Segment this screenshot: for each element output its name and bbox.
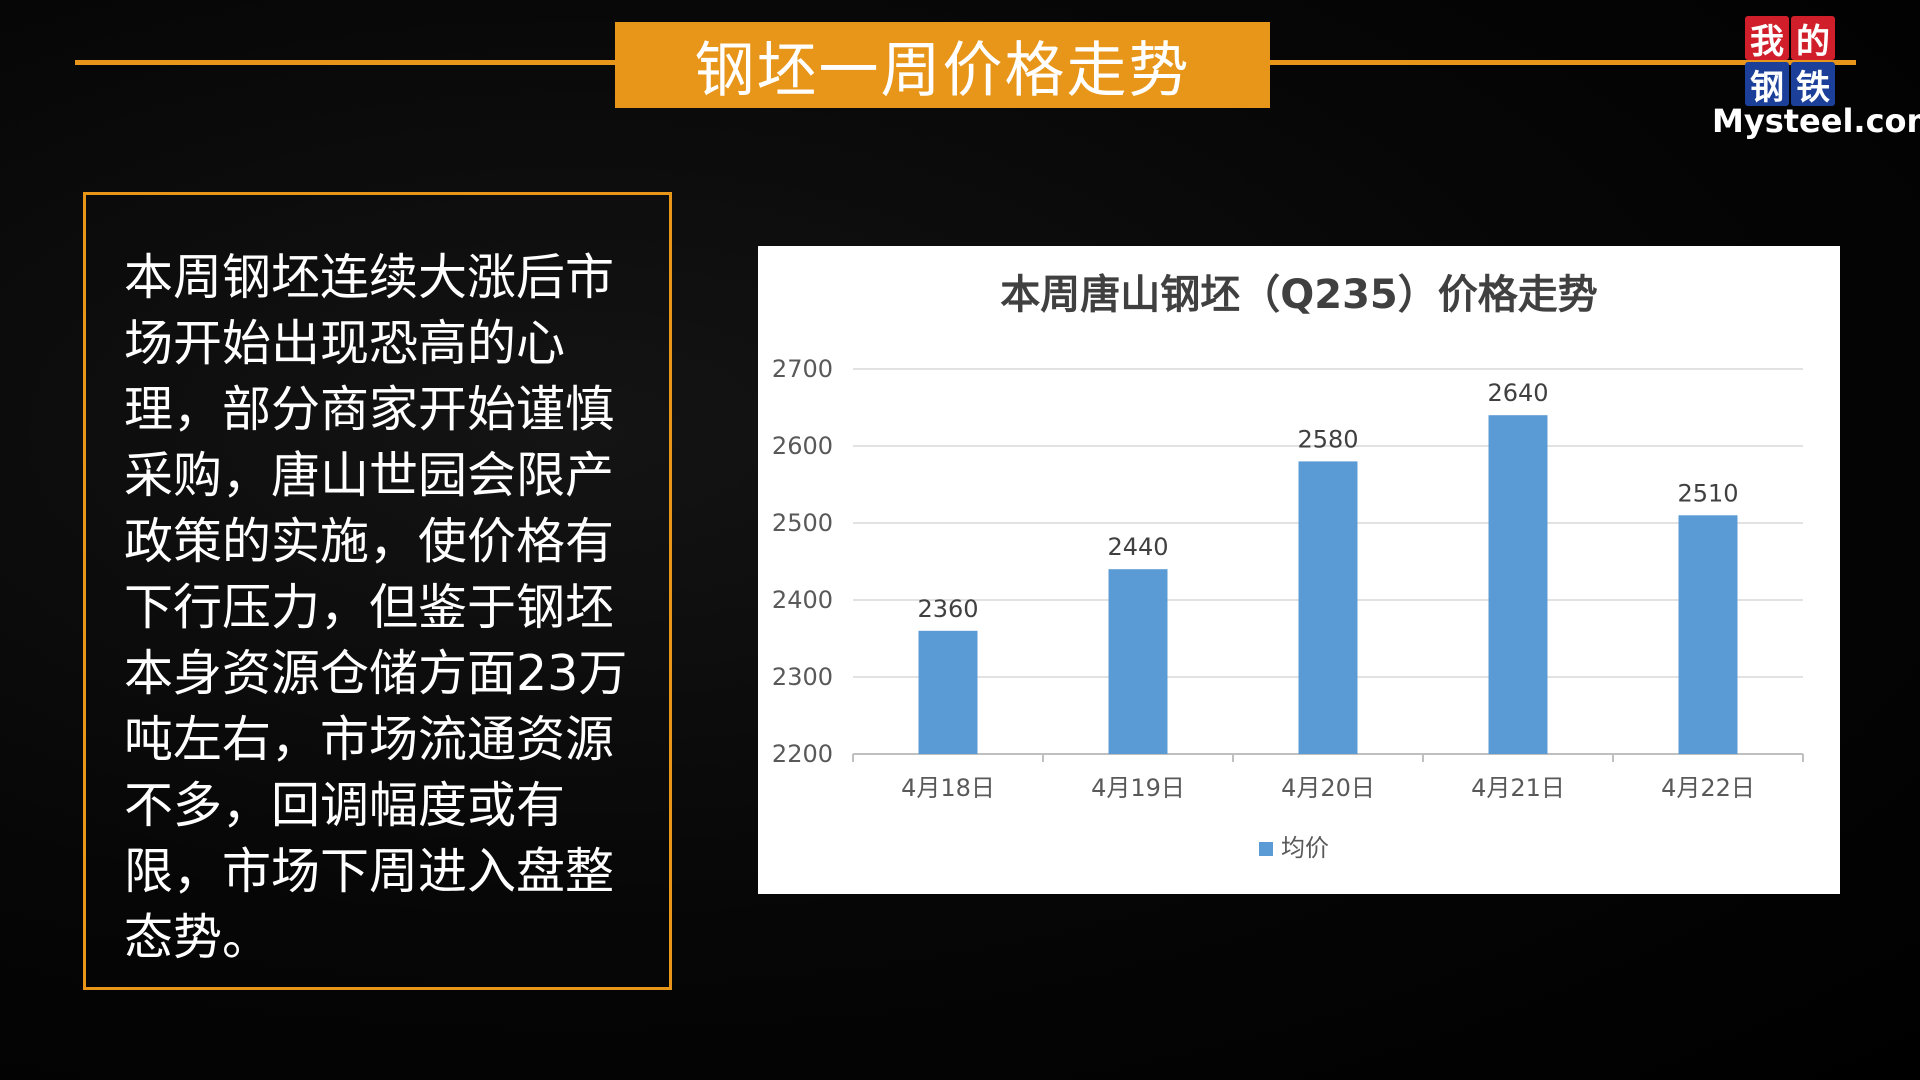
bar-value-label: 2360 [917, 595, 978, 623]
bar-value-label: 2640 [1487, 379, 1548, 407]
logo-char: 钢 [1745, 62, 1789, 108]
bar [1298, 461, 1358, 754]
y-tick-label: 2600 [772, 432, 833, 460]
y-tick-label: 2200 [772, 740, 833, 768]
data-labels: 2360 2440 2580 2640 2510 [917, 379, 1738, 623]
x-tick-label: 4月20日 [1281, 774, 1375, 802]
bar [918, 630, 978, 754]
logo-char: 我 [1745, 16, 1789, 62]
chart-title: 本周唐山钢坯（Q235）价格走势 [1000, 272, 1598, 318]
mysteel-logo: 我 的 钢 铁 Mysteel.com [1712, 16, 1920, 140]
y-tick-label: 2300 [772, 663, 833, 691]
legend-swatch [1259, 842, 1273, 856]
y-tick-label: 2500 [772, 509, 833, 537]
x-tick-label: 4月21日 [1471, 774, 1565, 802]
legend: 均价 [1259, 834, 1329, 862]
x-axis-ticks: 4月18日 4月19日 4月20日 4月21日 4月22日 [852, 754, 1804, 802]
logo-chinese-mark: 我 的 钢 铁 [1745, 16, 1837, 108]
x-tick-label: 4月19日 [1091, 774, 1185, 802]
bar [1108, 569, 1168, 754]
logo-char: 的 [1791, 16, 1835, 62]
bar-value-label: 2440 [1107, 533, 1168, 561]
x-tick-label: 4月18日 [901, 774, 995, 802]
bar-chart: 本周唐山钢坯（Q235）价格走势 2200 2300 2400 2500 2600 270… [772, 272, 1804, 862]
legend-label: 均价 [1281, 834, 1329, 862]
logo-char: 铁 [1791, 62, 1835, 108]
page-title: 钢坯一周价格走势 [694, 35, 1191, 106]
y-tick-label: 2700 [772, 355, 833, 383]
x-tick-label: 4月22日 [1661, 774, 1755, 802]
commentary-panel: 本周钢坯连续大涨后市场开始出现恐高的心理，部分商家开始谨慎采购，唐山世园会限产政… [83, 192, 672, 990]
y-axis-ticks: 2200 2300 2400 2500 2600 2700 [772, 355, 833, 768]
title-banner: 钢坯一周价格走势 [615, 22, 1270, 108]
chart-card: 本周唐山钢坯（Q235）价格走势 2200 2300 2400 2500 2600 270… [758, 246, 1840, 894]
commentary-text: 本周钢坯连续大涨后市场开始出现恐高的心理，部分商家开始谨慎采购，唐山世园会限产政… [124, 249, 628, 966]
bars [918, 415, 1738, 754]
logo-wordmark: Mysteel.com [1712, 102, 1920, 140]
bar [1488, 415, 1548, 754]
bar-value-label: 2580 [1297, 425, 1358, 453]
bar [1678, 515, 1738, 754]
bar-value-label: 2510 [1677, 479, 1738, 507]
y-tick-label: 2400 [772, 586, 833, 614]
